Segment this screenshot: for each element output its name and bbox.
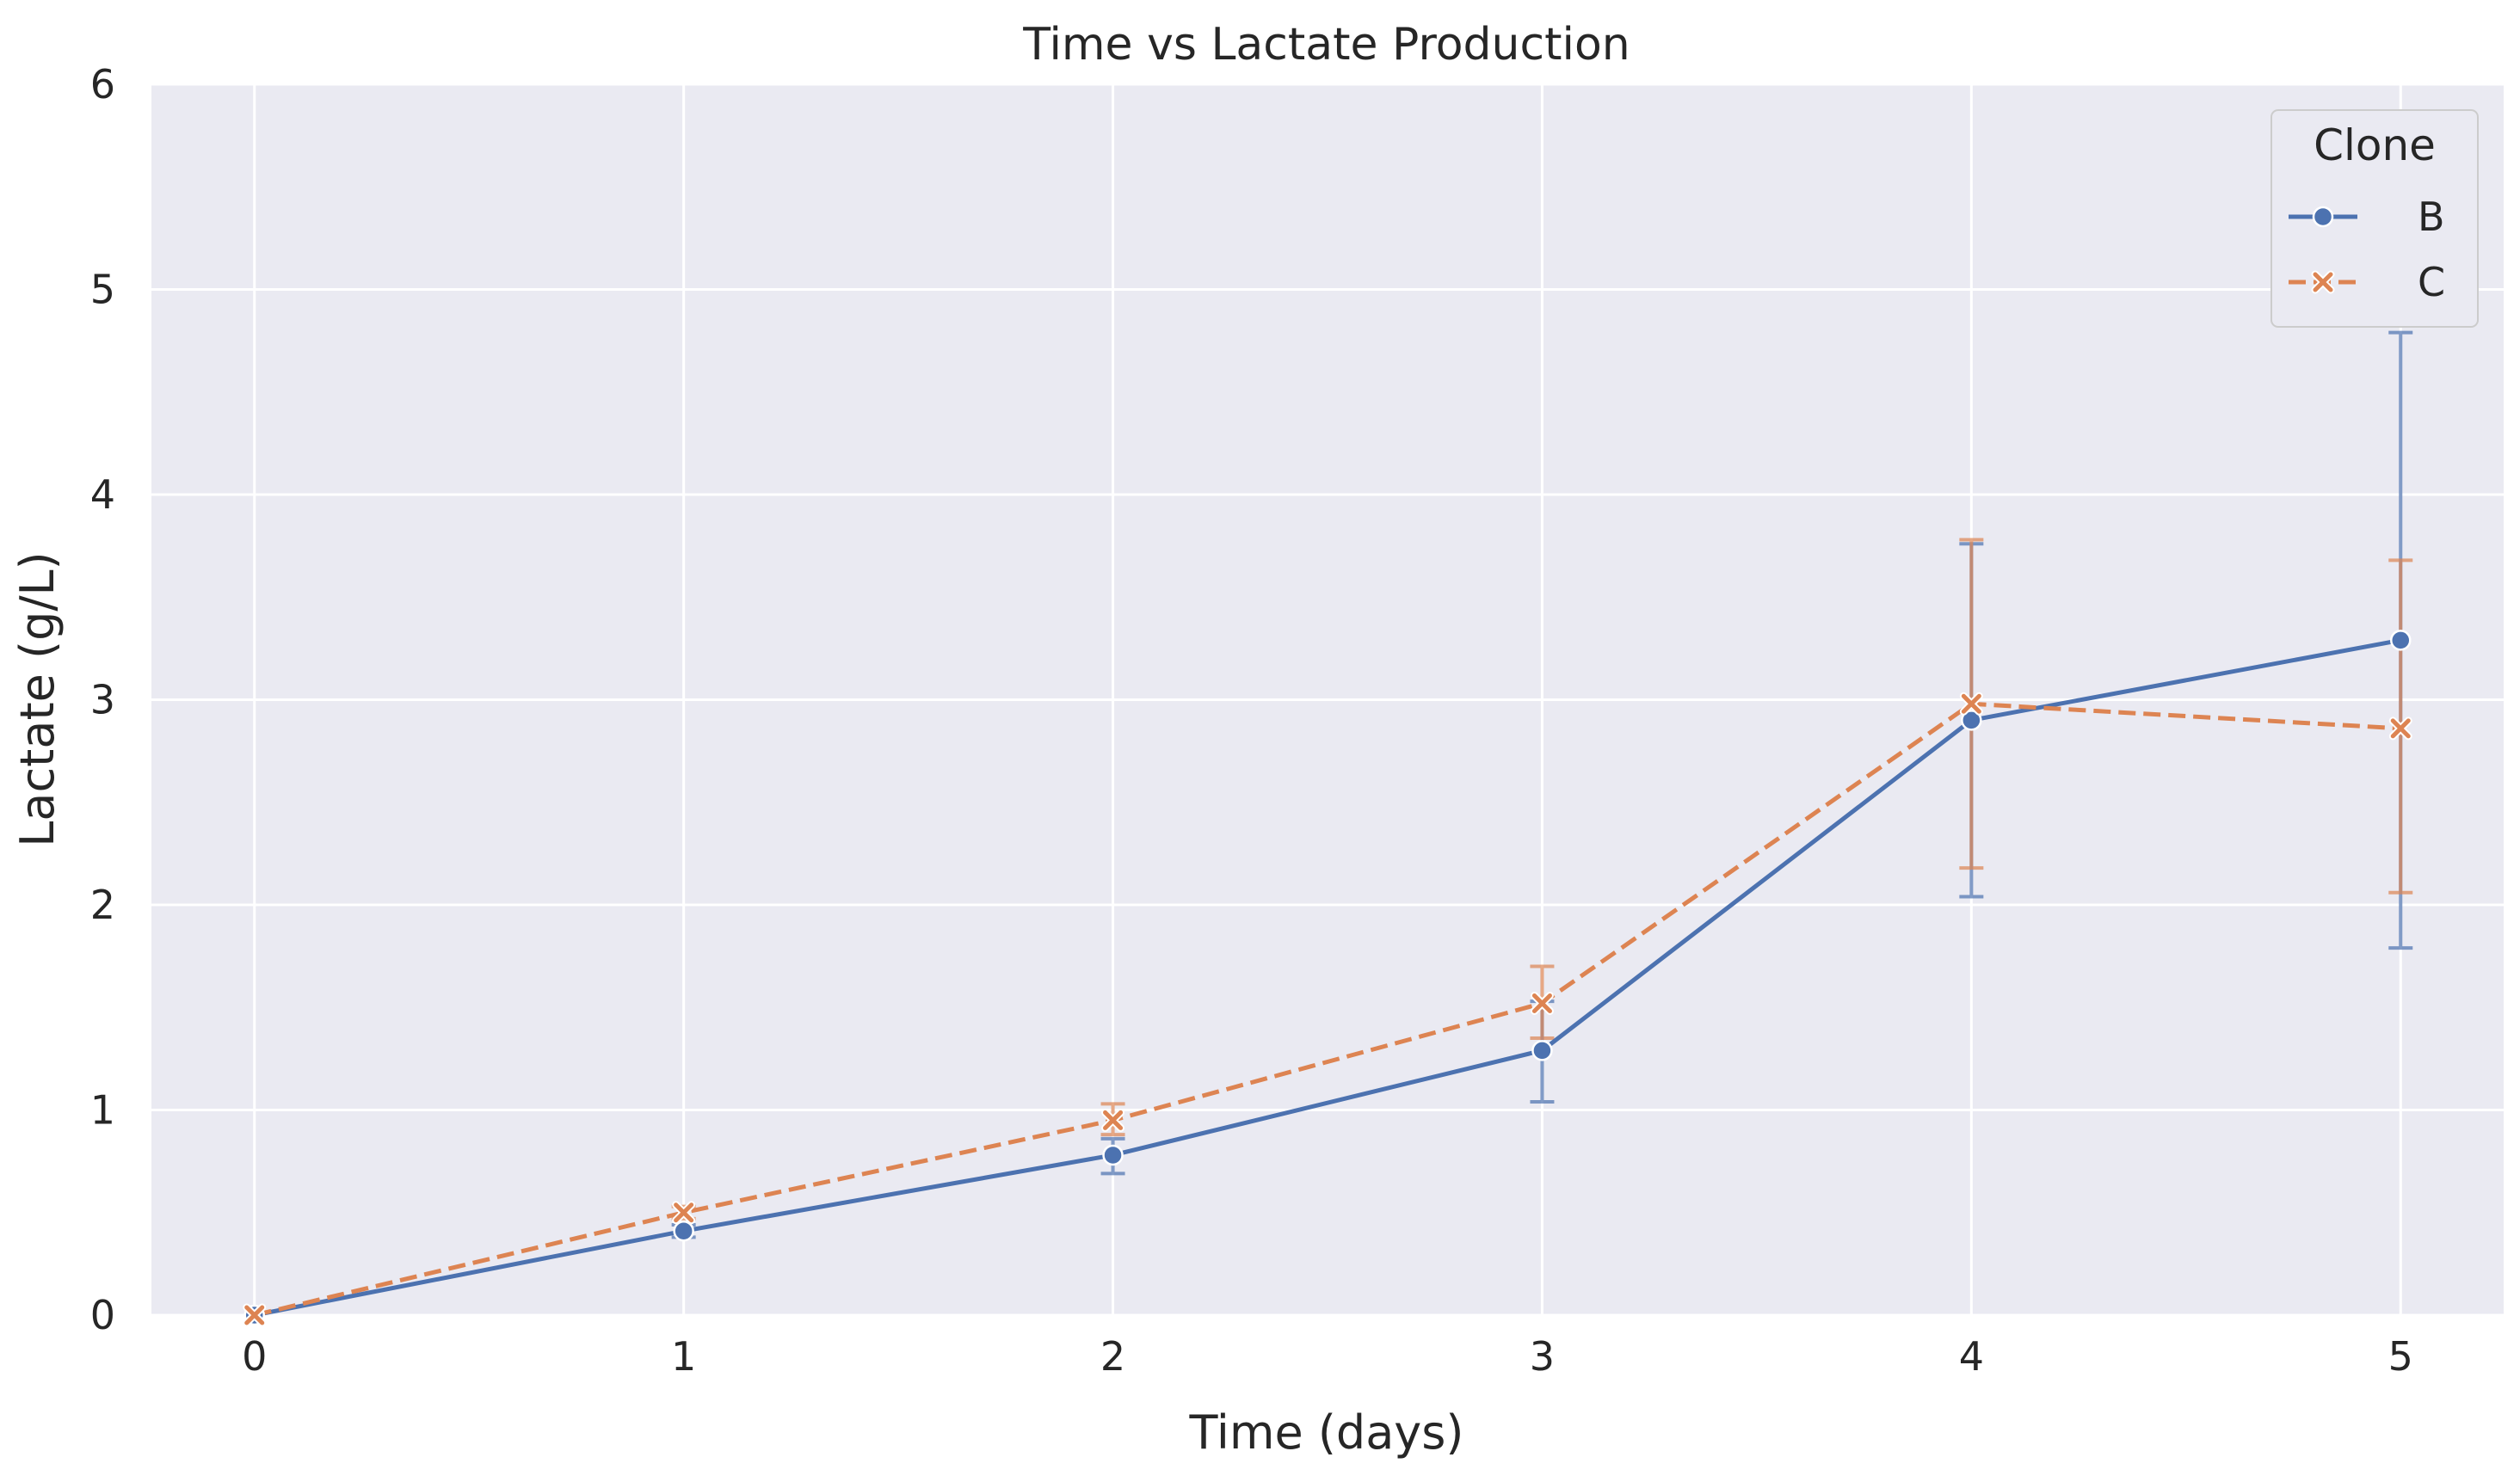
- data-point-B: [673, 1220, 694, 1242]
- legend-label-C: C: [2418, 259, 2445, 305]
- data-point-C: [2388, 716, 2412, 741]
- x-axis-label: Time (days): [1189, 1405, 1464, 1460]
- legend-label-B: B: [2418, 194, 2445, 240]
- x-tick-label: 2: [1100, 1333, 1125, 1380]
- data-point-B: [1531, 1040, 1553, 1061]
- series-line-B: [254, 637, 2401, 1318]
- y-axis-label: Lactate (g/L): [10, 551, 65, 846]
- x-tick-label: 4: [1959, 1333, 1984, 1380]
- y-tick-label: 4: [90, 471, 115, 518]
- legend: Clone BC: [2270, 109, 2479, 328]
- chart-title: Time vs Lactate Production: [1022, 19, 1630, 71]
- data-point-C: [243, 1303, 267, 1327]
- y-tick-label: 6: [90, 61, 115, 108]
- data-point-C: [1101, 1108, 1125, 1132]
- legend-marker-B: [2312, 206, 2334, 228]
- data-point-B: [1102, 1144, 1124, 1166]
- x-marker-stroke: [1531, 993, 1552, 1013]
- series-line-C: [254, 701, 2401, 1318]
- x-tick-label: 5: [2388, 1333, 2413, 1380]
- x-marker-stroke: [1961, 693, 1981, 714]
- y-tick-label: 1: [90, 1087, 115, 1134]
- x-tick-label: 1: [671, 1333, 696, 1380]
- legend-title: Clone: [2314, 120, 2436, 170]
- x-marker-stroke: [2390, 718, 2411, 739]
- x-tick-label: 3: [1530, 1333, 1555, 1380]
- data-point-B: [2390, 630, 2412, 651]
- y-tick-label: 3: [90, 677, 115, 723]
- x-marker-stroke: [674, 1202, 694, 1223]
- x-marker-stroke: [2313, 272, 2333, 292]
- y-tick-label: 0: [90, 1292, 115, 1338]
- legend-marker-C: [2311, 270, 2335, 294]
- legend-box: [2270, 109, 2479, 328]
- data-point-C: [1959, 692, 1983, 716]
- data-point-B: [1961, 710, 1982, 731]
- x-tick-label: 0: [242, 1333, 267, 1380]
- x-marker-stroke: [1103, 1110, 1124, 1130]
- y-tick-label: 2: [90, 882, 115, 928]
- data-point-C: [672, 1201, 696, 1225]
- x-marker-stroke: [244, 1305, 265, 1325]
- data-point-C: [1530, 991, 1554, 1015]
- y-tick-label: 5: [90, 267, 115, 313]
